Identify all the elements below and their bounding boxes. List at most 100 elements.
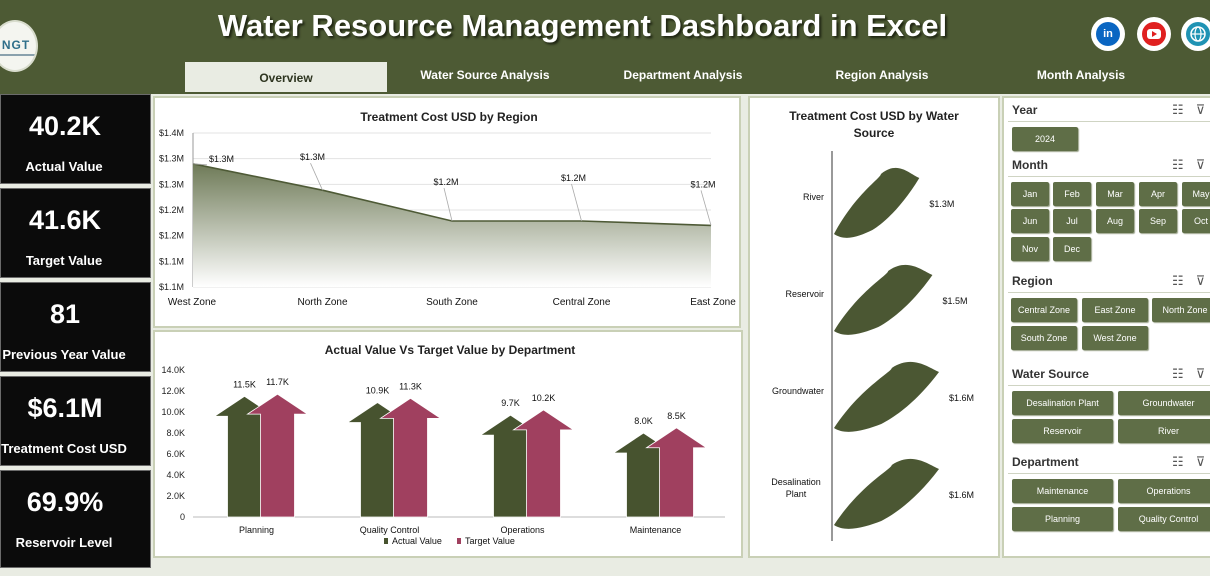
legend-swatch-target	[457, 538, 461, 544]
leader-line	[310, 163, 323, 191]
tab-month-analysis[interactable]: Month Analysis	[1036, 68, 1126, 82]
department-chip-planning[interactable]: Planning	[1012, 507, 1113, 531]
clear-filter-icon[interactable]: ⊽	[1196, 366, 1210, 381]
department-chip-quality-control[interactable]: Quality Control	[1118, 507, 1210, 531]
bar-target-value	[246, 393, 309, 518]
month-chip-jan[interactable]: Jan	[1011, 182, 1049, 206]
chart-title-line2: Source	[853, 126, 895, 140]
region-slicer-title: Region	[1012, 274, 1053, 288]
logo: NGT	[0, 20, 38, 72]
chart-title-line1: Treatment Cost USD by Water	[789, 109, 959, 123]
year-chip-2024[interactable]: 2024	[1012, 127, 1078, 151]
category-label: Desalination	[771, 477, 821, 487]
y-tick-label: $1.3M	[159, 154, 184, 164]
data-label: 9.7K	[501, 398, 520, 408]
x-tick-label: South Zone	[426, 297, 478, 308]
water-source-slicer-tools: ☷⊽	[1172, 366, 1210, 382]
data-label: $1.6M	[949, 490, 974, 500]
area-fill	[193, 163, 711, 287]
month-slicer-title: Month	[1012, 158, 1048, 172]
multiselect-icon[interactable]: ☷	[1172, 454, 1196, 469]
y-tick-label: 4.0K	[166, 470, 185, 480]
multiselect-icon[interactable]: ☷	[1172, 366, 1196, 381]
department-chip-maintenance[interactable]: Maintenance	[1012, 479, 1113, 503]
region-slicer-tools: ☷⊽	[1172, 273, 1210, 289]
month-chip-aug[interactable]: Aug	[1096, 209, 1134, 233]
leader-line	[700, 190, 712, 226]
data-label: $1.2M	[690, 179, 715, 189]
y-tick-label: 6.0K	[166, 449, 185, 459]
chart-title: Actual Value Vs Target Value by Departme…	[324, 343, 576, 357]
clear-filter-icon[interactable]: ⊽	[1196, 102, 1210, 117]
y-tick-label: 12.0K	[161, 386, 185, 396]
kpi-target-value: 41.6K Target Value	[0, 188, 151, 278]
region-chip-south-zone[interactable]: South Zone	[1011, 326, 1077, 350]
header-bar: NGT Water Resource Management Dashboard …	[0, 0, 1210, 94]
legend-swatch-actual	[384, 538, 388, 544]
data-label: 8.5K	[667, 411, 686, 421]
region-chip-north-zone[interactable]: North Zone	[1152, 298, 1210, 322]
multiselect-icon[interactable]: ☷	[1172, 157, 1196, 172]
bar-groundwater	[834, 361, 939, 432]
clear-filter-icon[interactable]: ⊽	[1196, 273, 1210, 288]
kpi-label: Target Value	[25, 253, 103, 268]
multiselect-icon[interactable]: ☷	[1172, 273, 1196, 288]
data-label: $1.2M	[433, 177, 458, 187]
page-title: Water Resource Management Dashboard in E…	[217, 8, 948, 43]
multiselect-icon[interactable]: ☷	[1172, 102, 1196, 117]
legend-label: Target Value	[465, 536, 515, 546]
month-chip-jul[interactable]: Jul	[1053, 209, 1091, 233]
month-chip-apr[interactable]: Apr	[1139, 182, 1177, 206]
month-chip-mar[interactable]: Mar	[1096, 182, 1134, 206]
tab-region-analysis[interactable]: Region Analysis	[835, 68, 929, 82]
tab-water-source-analysis[interactable]: Water Source Analysis	[420, 68, 550, 82]
tab-bar: Overview Water Source Analysis Departmen…	[185, 62, 1210, 92]
data-label: 11.3K	[399, 381, 422, 391]
y-tick-label: $1.1M	[159, 282, 184, 292]
water-source-slicer-title: Water Source	[1012, 367, 1089, 381]
region-chip-west-zone[interactable]: West Zone	[1082, 326, 1148, 350]
x-tick-label: Maintenance	[630, 525, 682, 535]
y-tick-label: $1.1M	[159, 256, 184, 266]
month-chip-feb[interactable]: Feb	[1053, 182, 1091, 206]
y-tick-label: 0	[180, 512, 185, 522]
month-chip-may[interactable]: May	[1182, 182, 1210, 206]
clear-filter-icon[interactable]: ⊽	[1196, 157, 1210, 172]
region-chip-central-zone[interactable]: Central Zone	[1011, 298, 1077, 322]
x-tick-label: Central Zone	[553, 297, 611, 308]
bar-target-value	[512, 409, 575, 518]
y-tick-label: $1.2M	[159, 205, 184, 215]
water-source-chip-desalination-plant[interactable]: Desalination Plant	[1012, 391, 1113, 415]
department-chip-operations[interactable]: Operations	[1118, 479, 1210, 503]
category-label: Groundwater	[772, 386, 824, 396]
month-chip-nov[interactable]: Nov	[1011, 237, 1049, 261]
kpi-label: Actual Value	[25, 159, 103, 174]
globe-icon[interactable]	[1181, 17, 1210, 51]
data-label: $1.2M	[561, 173, 586, 183]
data-label: 11.5K	[233, 379, 256, 389]
kpi-label: Previous Year Value	[2, 347, 126, 362]
data-label: 11.7K	[266, 377, 289, 387]
water-source-chip-river[interactable]: River	[1118, 419, 1210, 443]
clear-filter-icon[interactable]: ⊽	[1196, 454, 1210, 469]
youtube-icon[interactable]	[1137, 17, 1171, 51]
x-tick-label: Planning	[239, 525, 274, 535]
water-source-chip-reservoir[interactable]: Reservoir	[1012, 419, 1113, 443]
linkedin-icon[interactable]: in	[1091, 17, 1125, 51]
month-chip-dec[interactable]: Dec	[1053, 237, 1091, 261]
water-source-chip-groundwater[interactable]: Groundwater	[1118, 391, 1210, 415]
x-tick-label: West Zone	[168, 297, 217, 308]
y-tick-label: $1.3M	[159, 179, 184, 189]
kpi-value: 40.2K	[28, 111, 102, 141]
x-tick-label: North Zone	[297, 297, 347, 308]
bar-target-value	[379, 397, 442, 518]
tab-overview[interactable]: Overview	[185, 62, 387, 92]
region-chip-east-zone[interactable]: East Zone	[1082, 298, 1148, 322]
data-label: 10.9K	[366, 386, 390, 396]
y-tick-label: 10.0K	[161, 407, 185, 417]
month-chip-oct[interactable]: Oct	[1182, 209, 1210, 233]
month-chip-sep[interactable]: Sep	[1139, 209, 1177, 233]
month-chip-jun[interactable]: Jun	[1011, 209, 1049, 233]
tab-department-analysis[interactable]: Department Analysis	[623, 68, 743, 82]
